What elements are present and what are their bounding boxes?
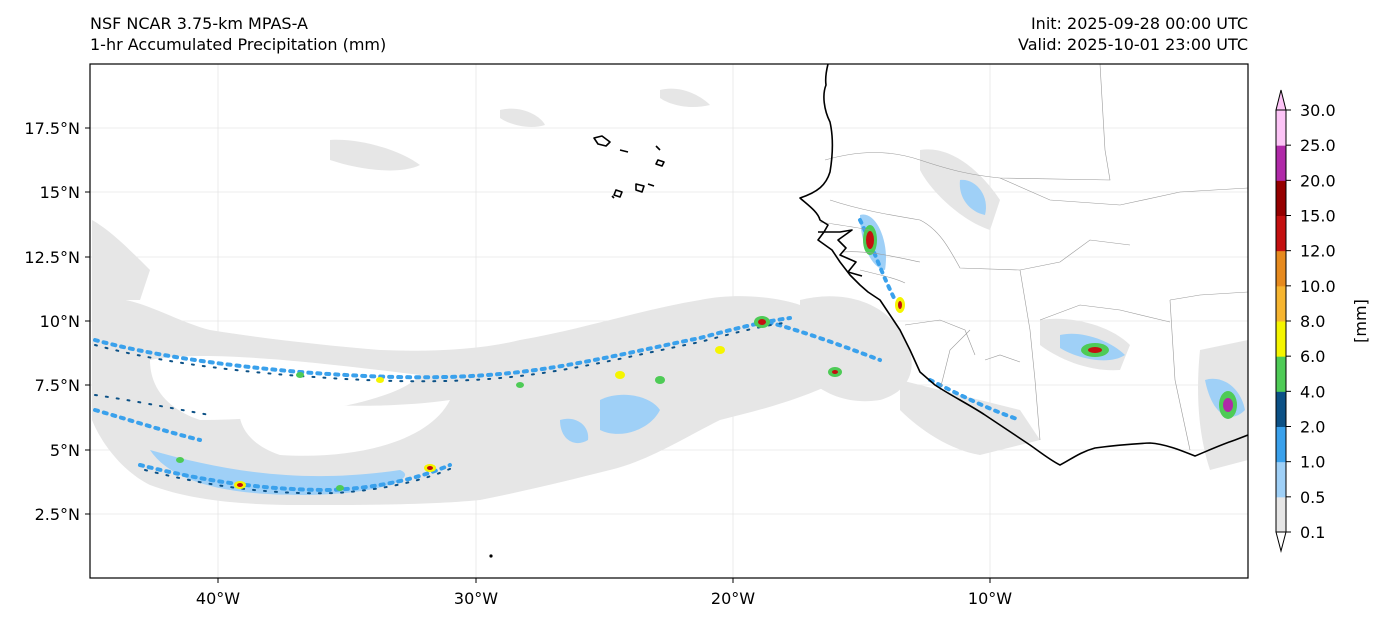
valid-time: Valid: 2025-10-01 23:00 UTC — [1017, 35, 1248, 54]
colorbar-segment — [1276, 391, 1286, 427]
colorbar-segment — [1276, 461, 1286, 498]
colorbar-segment — [1276, 321, 1286, 357]
colorbar-tick-label: 8.0 — [1300, 312, 1325, 331]
precip-2-4-field — [94, 321, 791, 495]
init-time: Init: 2025-09-28 00:00 UTC — [1030, 14, 1248, 33]
lon-tick-labels: 40°W 30°W 20°W 10°W — [196, 589, 1012, 608]
colorbar-segment — [1276, 496, 1286, 533]
lat-tick-labels: 17.5°N 15°N 12.5°N 10°N 7.5°N 5°N 2.5°N — [24, 119, 80, 524]
colorbar-tick-label: 30.0 — [1300, 101, 1336, 120]
colorbar-lower-arrow — [1275, 531, 1287, 553]
colorbar-tick-label: 4.0 — [1300, 382, 1325, 401]
model-title: NSF NCAR 3.75-km MPAS-A — [90, 14, 308, 33]
lat-tick-label: 17.5°N — [24, 119, 80, 138]
colorbar-tick-label: 15.0 — [1300, 207, 1336, 226]
coastline — [593, 64, 1248, 466]
colorbar: 0.1 0.5 1.0 2.0 4.0 6.0 8.0 10.0 12.0 15.0 20.0 25.… — [1275, 89, 1370, 553]
colorbar-tick-label: 0.1 — [1300, 523, 1325, 542]
colorbar-tick-label: 0.5 — [1300, 488, 1325, 507]
colorbar-segment — [1276, 426, 1286, 463]
colorbar-segments — [1276, 110, 1286, 533]
colorbar-segment — [1276, 250, 1286, 287]
colorbar-tick-label: 25.0 — [1300, 136, 1336, 155]
title-left: NSF NCAR 3.75-km MPAS-A 1-hr Accumulated… — [90, 13, 386, 55]
colorbar-tick-label: 2.0 — [1300, 418, 1325, 437]
lat-tick-label: 15°N — [40, 183, 80, 202]
lat-tick-label: 12.5°N — [24, 248, 80, 267]
variable-title: 1-hr Accumulated Precipitation (mm) — [90, 35, 387, 54]
title-right: Init: 2025-09-28 00:00 UTC Valid: 2025-1… — [1018, 13, 1248, 55]
lon-tick-label: 30°W — [454, 589, 498, 608]
map-panel — [89, 63, 1249, 579]
lat-tick-label: 2.5°N — [35, 505, 80, 524]
lat-tick-label: 7.5°N — [35, 376, 80, 395]
lat-tick-label: 5°N — [50, 441, 80, 460]
precip-light-field — [92, 88, 1248, 505]
lon-tick-label: 40°W — [196, 589, 240, 608]
colorbar-segment — [1276, 285, 1286, 322]
colorbar-segment — [1276, 110, 1286, 146]
lon-tick-label: 10°W — [968, 589, 1012, 608]
lat-tick-label: 10°N — [40, 312, 80, 331]
island-dot — [489, 554, 493, 558]
colorbar-tick-label: 20.0 — [1300, 171, 1336, 190]
colorbar-tick-label: 10.0 — [1300, 277, 1336, 296]
colorbar-ticks: 0.1 0.5 1.0 2.0 4.0 6.0 8.0 10.0 12.0 15.0 20.0 25.… — [1286, 101, 1336, 542]
colorbar-segment — [1276, 145, 1286, 181]
colorbar-segment — [1276, 180, 1286, 216]
colorbar-tick-label: 1.0 — [1300, 453, 1325, 472]
precip-1-2-field — [93, 218, 1022, 493]
country-borders — [819, 64, 1248, 451]
colorbar-segment — [1276, 215, 1286, 252]
colorbar-segment — [1276, 356, 1286, 392]
colorbar-tick-label: 12.0 — [1300, 242, 1336, 261]
colorbar-label: [mm] — [1351, 299, 1370, 343]
colorbar-upper-arrow — [1275, 89, 1287, 111]
precip-intense-cells — [176, 225, 1237, 491]
axis-ticks — [85, 127, 991, 583]
colorbar-tick-label: 6.0 — [1300, 347, 1325, 366]
lon-tick-label: 20°W — [711, 589, 755, 608]
